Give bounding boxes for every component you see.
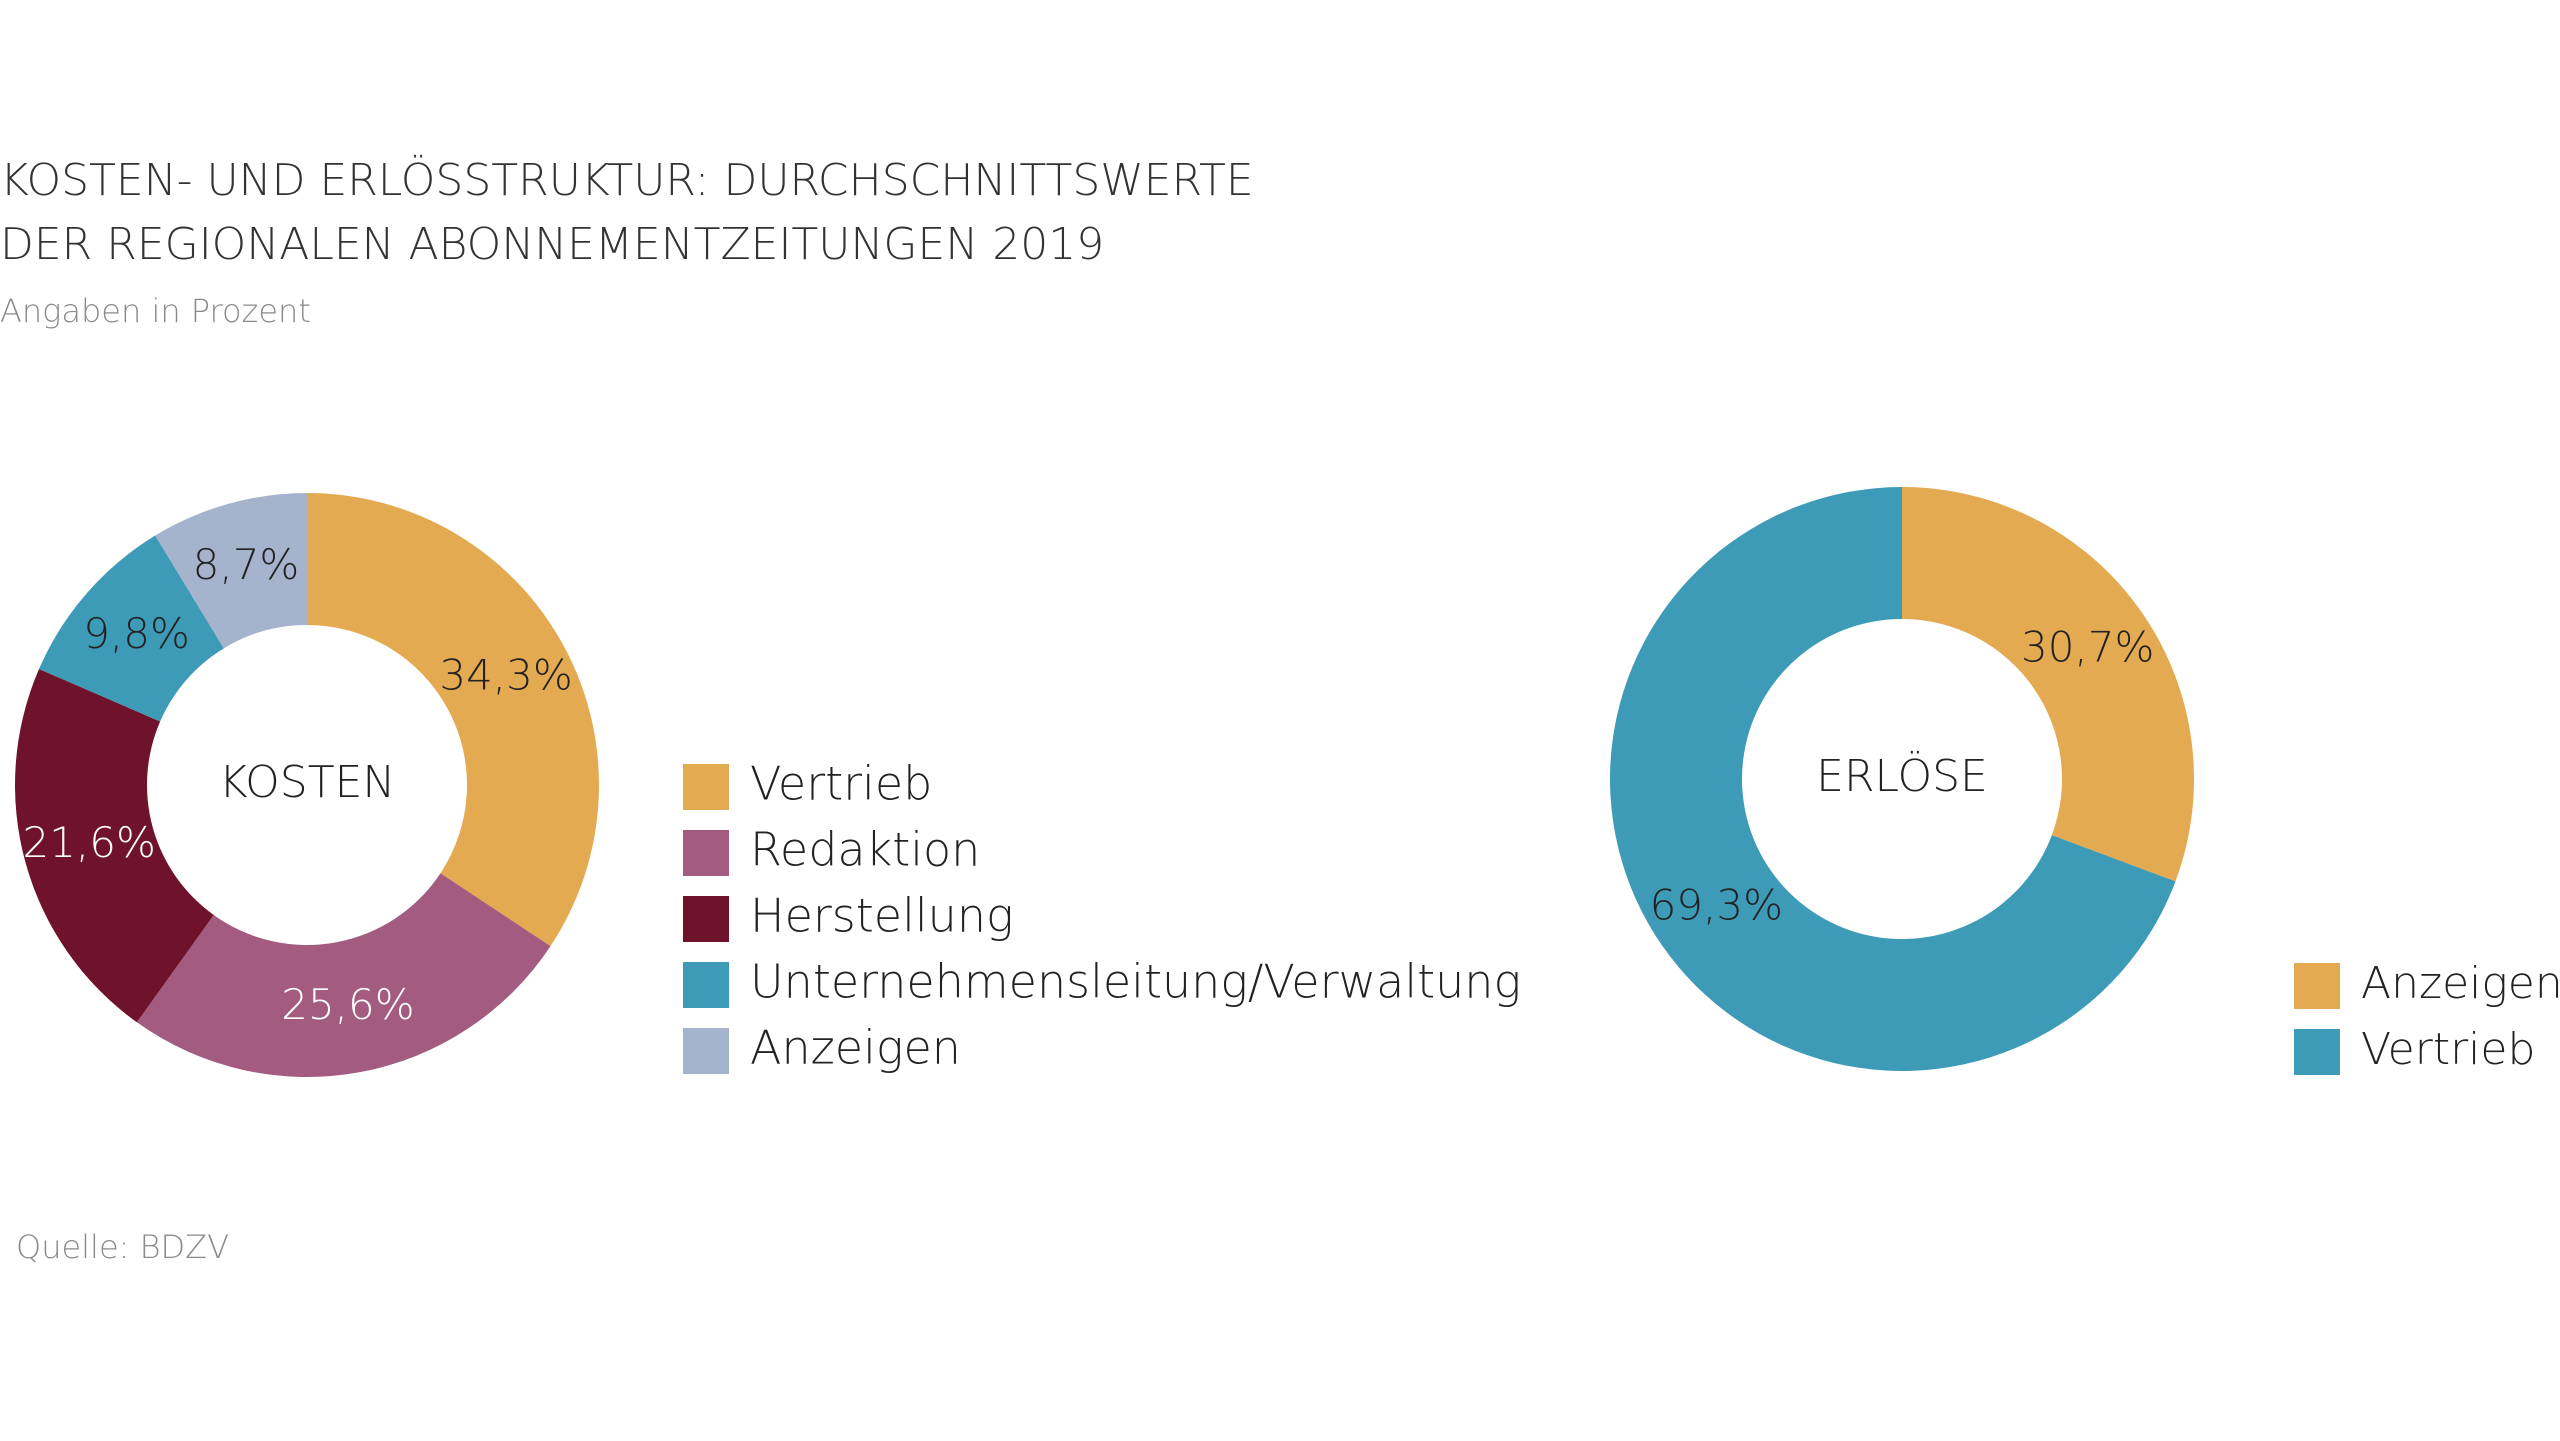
legend-swatch: [683, 896, 729, 942]
legend-swatch: [683, 1028, 729, 1074]
value-label: 69,3%: [1650, 880, 1783, 929]
legend-swatch: [683, 764, 729, 810]
donut-segment: [15, 669, 214, 1023]
title-line: KOSTEN- UND ERLÖSSTRUKTUR: DURCHSCHNITTS…: [0, 154, 1254, 206]
legend-swatch: [683, 962, 729, 1008]
legend-label: Unternehmensleitung/Verwaltung: [750, 955, 1521, 1009]
source: Quelle: BDZV: [16, 1228, 229, 1266]
value-label: 8,7%: [193, 540, 300, 589]
legend-swatch: [683, 830, 729, 876]
donut-segment: [1902, 487, 2194, 882]
legend-label: Vertrieb: [750, 757, 932, 811]
legend-label: Vertrieb: [2361, 1024, 2535, 1075]
legend-label: Herstellung: [750, 889, 1014, 943]
donut-segment: [307, 493, 599, 947]
legend-swatch: [2294, 1029, 2340, 1075]
subtitle: Angaben in Prozent: [0, 292, 311, 330]
value-label: 34,3%: [439, 650, 572, 699]
legend-label: Anzeigen: [2361, 958, 2560, 1009]
donut-segment: [39, 535, 224, 722]
value-label: 25,6%: [281, 980, 414, 1029]
donut-segment: [155, 493, 307, 649]
value-label: 21,6%: [22, 818, 155, 867]
value-label: 9,8%: [83, 609, 190, 658]
center-label: KOSTEN: [219, 757, 396, 808]
legend-swatch: [2294, 963, 2340, 1009]
title-line: DER REGIONALEN ABONNEMENTZEITUNGEN 2019: [0, 219, 1104, 270]
donut-segment: [136, 873, 551, 1077]
value-label: 30,7%: [2021, 623, 2154, 672]
legend-label: Redaktion: [750, 823, 980, 877]
donut-segment: [1610, 487, 2176, 1071]
legend-label: Anzeigen: [750, 1021, 961, 1075]
center-label: ERLÖSE: [1816, 750, 1988, 802]
